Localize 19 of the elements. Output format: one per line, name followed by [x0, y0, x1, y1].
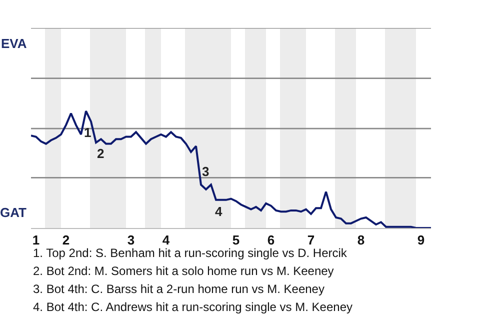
x-tick-label: 2: [62, 232, 70, 248]
text: 4. Bot 4th: C. Andrews hit a run-scoring single vs M. Keeney: [33, 300, 352, 314]
annotation: 3: [202, 164, 210, 179]
annotation: 4: [215, 204, 223, 219]
annotation: 1: [84, 125, 92, 140]
x-tick-label: 3: [127, 232, 135, 248]
x-tick-label: 8: [357, 232, 365, 248]
text: 3. Bot 4th: C. Barss hit a 2-run home run vs M. Keeney: [33, 282, 324, 296]
text: EVA: [1, 36, 28, 51]
x-tick-label: 1: [32, 232, 40, 248]
annotation: 2: [97, 146, 104, 161]
text: 2. Bot 2nd: M. Somers hit a solo home run vs M. Keeney: [33, 264, 334, 278]
x-tick-label: 7: [307, 232, 315, 248]
text: GAT: [0, 205, 27, 220]
x-tick-label: 4: [162, 232, 170, 248]
x-tick-label: 6: [267, 232, 275, 248]
text: 1. Top 2nd: S. Benham hit a run-scoring single vs D. Hercik: [33, 246, 348, 260]
x-tick-label: 5: [232, 232, 240, 248]
x-tick-label: 9: [417, 232, 425, 248]
